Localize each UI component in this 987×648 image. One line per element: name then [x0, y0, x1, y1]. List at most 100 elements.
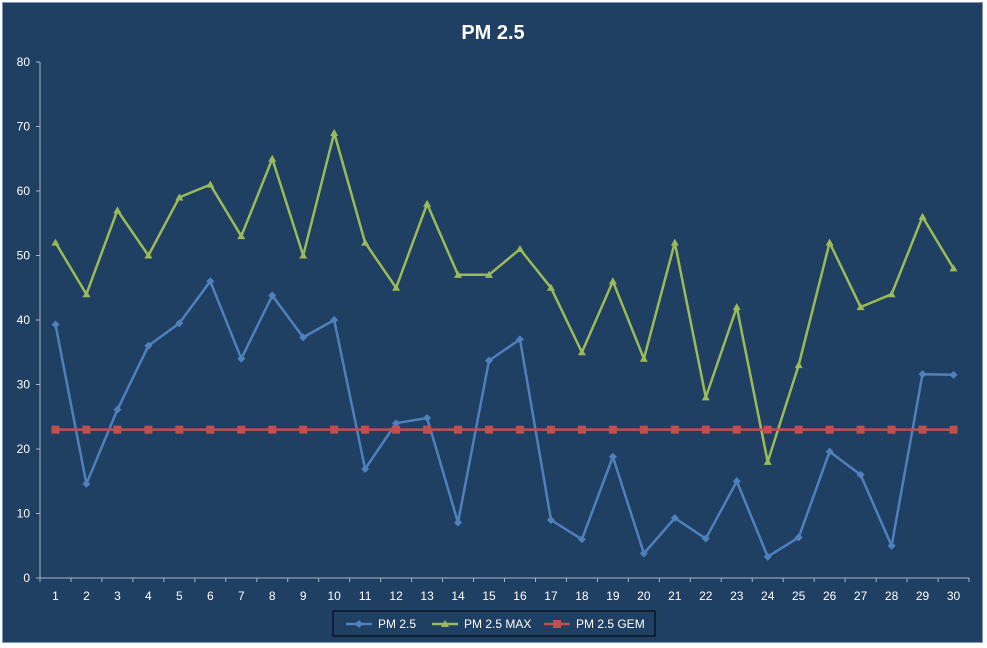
data-point [887, 290, 896, 298]
data-point [175, 193, 184, 201]
data-point [608, 452, 617, 461]
x-tick-label: 6 [207, 589, 214, 603]
data-point [949, 370, 958, 379]
x-tick-label: 20 [637, 589, 651, 603]
x-tick-label: 22 [699, 589, 713, 603]
data-point [113, 425, 122, 434]
legend-label: PM 2.5 MAX [464, 617, 531, 631]
x-tick-label: 26 [823, 589, 837, 603]
data-point [330, 128, 339, 136]
x-tick-label: 27 [854, 589, 868, 603]
data-point [949, 264, 958, 272]
data-point [825, 447, 834, 456]
legend-marker [355, 620, 363, 628]
x-tick-label: 4 [145, 589, 152, 603]
data-point [763, 552, 772, 561]
data-point [825, 425, 834, 434]
data-point [608, 277, 617, 285]
data-point [206, 425, 215, 434]
legend-item: PM 2.5 MAX [432, 617, 531, 631]
data-point [670, 514, 679, 523]
legend-marker [441, 620, 449, 627]
data-point [546, 283, 555, 291]
data-point [856, 303, 865, 311]
series-line [54, 280, 954, 558]
data-point [206, 180, 215, 188]
x-tick-label: 24 [761, 589, 775, 603]
data-point [763, 425, 772, 434]
series-layer [51, 128, 958, 561]
data-point [639, 549, 648, 558]
data-point [175, 425, 184, 434]
data-point [515, 425, 524, 434]
data-point [423, 199, 432, 207]
x-tick-label: 15 [482, 589, 496, 603]
data-point [515, 245, 524, 253]
data-point [392, 419, 401, 428]
data-point [546, 425, 555, 434]
chart-title: PM 2.5 [461, 22, 524, 44]
data-point [423, 414, 432, 423]
data-point [361, 425, 370, 434]
data-point [887, 425, 896, 434]
data-point [299, 251, 308, 259]
y-tick-label: 70 [17, 120, 31, 134]
x-tick-label: 17 [544, 589, 558, 603]
x-tick-label: 10 [328, 589, 342, 603]
data-point [330, 425, 339, 434]
data-point [577, 425, 586, 434]
x-tick-label: 9 [300, 589, 307, 603]
data-point [206, 277, 215, 286]
data-point [515, 335, 524, 344]
data-point [454, 518, 463, 527]
data-point [330, 316, 339, 324]
series-pm-2-5 [51, 277, 958, 561]
x-tick-label: 16 [513, 589, 527, 603]
data-point [144, 251, 153, 259]
data-point [237, 232, 246, 240]
data-point [361, 464, 370, 473]
data-point [361, 238, 370, 246]
data-point [82, 290, 91, 298]
data-point [392, 283, 401, 291]
legend-marker [553, 620, 561, 628]
legend-box [332, 610, 656, 637]
data-point [113, 405, 122, 414]
data-point [454, 270, 463, 278]
data-point [175, 319, 184, 328]
y-tick-label: 80 [17, 55, 31, 69]
data-point [701, 393, 710, 401]
x-tick-label: 19 [606, 589, 620, 603]
x-tick-label: 23 [730, 589, 744, 603]
data-point [82, 479, 91, 488]
data-point [794, 425, 803, 434]
data-point [732, 303, 741, 311]
data-point [949, 425, 958, 434]
data-point [763, 457, 772, 465]
data-point [113, 206, 122, 214]
y-tick-label: 10 [17, 507, 31, 521]
x-tick-label: 25 [792, 589, 806, 603]
data-point [237, 354, 246, 363]
data-point [144, 341, 153, 350]
data-point [608, 425, 617, 434]
data-point [485, 270, 494, 278]
series-pm-2-5-gem [51, 425, 958, 434]
data-point [918, 425, 927, 434]
y-tick-label: 60 [17, 184, 31, 198]
data-point [794, 361, 803, 369]
data-point [454, 425, 463, 434]
data-point [856, 470, 865, 479]
data-point [825, 238, 834, 246]
y-tick-label: 50 [17, 249, 31, 263]
data-point [485, 356, 494, 365]
series-line [54, 131, 955, 464]
data-point [670, 238, 679, 246]
x-tick-label: 3 [114, 589, 121, 603]
x-tick-label: 21 [668, 589, 682, 603]
x-tick-label: 11 [359, 589, 372, 603]
x-tick-label: 8 [269, 589, 276, 603]
x-tick-label: 5 [176, 589, 183, 603]
